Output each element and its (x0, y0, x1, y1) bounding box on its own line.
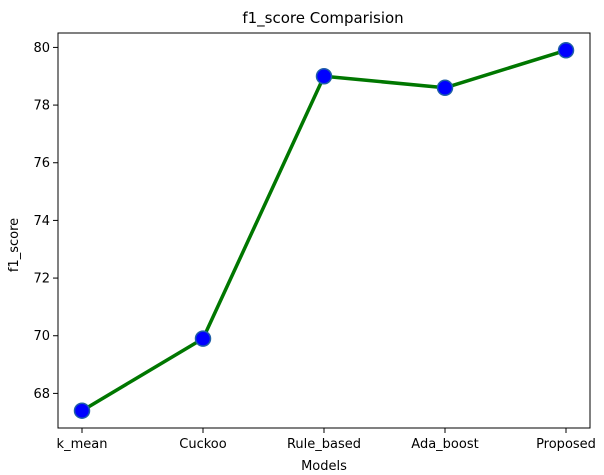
series-layer (73, 42, 575, 419)
y-tick-label: 78 (33, 99, 50, 114)
y-axis-label: f1_score (7, 218, 22, 272)
x-tick-label: Proposed (536, 437, 596, 452)
axes: 68 70 72 74 76 78 80 k_mean Cuckoo Rule_based Ada_… (33, 32, 596, 452)
data-point (436, 79, 454, 97)
y-tick-label: 70 (33, 329, 50, 344)
data-point (73, 402, 91, 419)
y-tick-label: 68 (33, 387, 50, 402)
plot-frame (57, 32, 591, 429)
chart-title: f1_score Comparision (242, 9, 403, 28)
y-tick-label: 76 (33, 156, 50, 171)
y-tick-label: 74 (33, 214, 50, 229)
y-tick-label: 80 (33, 41, 50, 56)
x-tick-label: Cuckoo (179, 437, 226, 452)
x-tick-label: Ada_boost (411, 437, 478, 452)
x-tick-label: k_mean (57, 437, 108, 452)
series-line (80, 48, 568, 413)
data-point (315, 67, 333, 85)
x-axis-label: Models (301, 459, 347, 474)
x-tick-label: Rule_based (287, 437, 361, 452)
y-tick-label: 72 (33, 272, 50, 287)
data-point (194, 330, 212, 347)
data-point (557, 42, 575, 59)
